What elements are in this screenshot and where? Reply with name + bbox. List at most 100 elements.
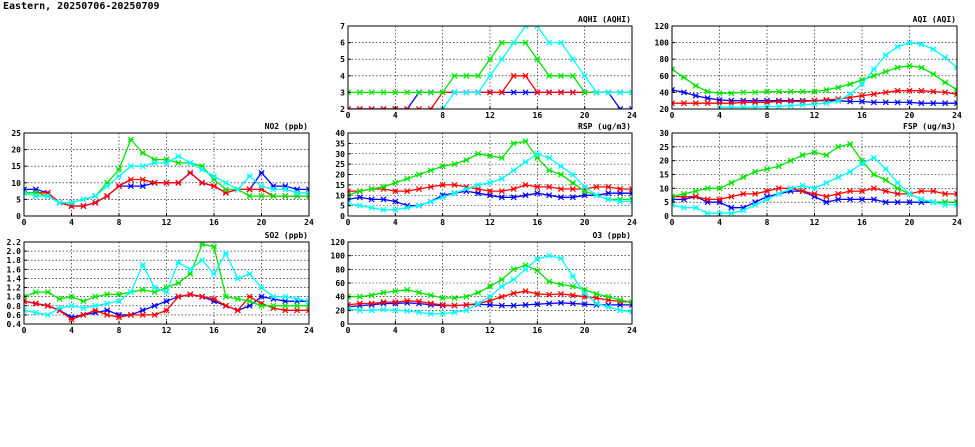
- data-point-green: [918, 64, 925, 71]
- data-point-cyan: [199, 257, 206, 264]
- data-point-green: [823, 86, 830, 93]
- data-point-green: [294, 302, 301, 309]
- data-point-cyan: [294, 189, 301, 196]
- x-tick-label: 24: [952, 111, 962, 120]
- point-mark-b: [672, 86, 676, 91]
- data-point-cyan: [427, 198, 434, 205]
- x-tick-label: 16: [533, 111, 543, 120]
- data-point-green: [222, 186, 229, 193]
- data-point-green: [199, 242, 206, 248]
- data-point-red: [534, 290, 541, 297]
- data-point-blue: [918, 100, 925, 107]
- data-point-blue: [692, 92, 699, 99]
- data-point-blue: [672, 86, 676, 93]
- x-tick-label: 12: [810, 218, 820, 227]
- data-point-cyan: [80, 196, 87, 203]
- data-point-cyan: [68, 302, 75, 309]
- data-point-red: [775, 98, 782, 105]
- data-point-green: [404, 286, 411, 293]
- point-mark-a: [415, 105, 420, 109]
- data-point-cyan: [234, 186, 241, 193]
- data-point-blue: [282, 298, 289, 305]
- point-mark-b: [24, 298, 28, 303]
- data-point-green: [439, 163, 446, 170]
- data-point-cyan: [258, 183, 265, 190]
- data-point-green: [882, 177, 889, 184]
- data-point-cyan: [953, 64, 957, 71]
- data-point-red: [246, 293, 253, 300]
- data-point-cyan: [404, 307, 411, 315]
- series-group: [348, 138, 632, 213]
- data-point-red: [605, 183, 612, 190]
- point-mark-a: [953, 201, 957, 206]
- data-point-cyan: [787, 102, 794, 109]
- data-point-green: [716, 185, 723, 192]
- data-point-cyan: [581, 290, 588, 297]
- data-point-blue: [870, 196, 877, 203]
- data-point-red: [415, 298, 423, 305]
- data-point-cyan: [380, 306, 387, 313]
- data-point-cyan: [799, 101, 806, 108]
- y-tick-label: 60: [659, 72, 669, 81]
- point-mark-a: [628, 89, 632, 94]
- data-point-blue: [163, 298, 170, 305]
- data-point-green: [258, 302, 265, 309]
- data-point-cyan: [557, 39, 565, 46]
- x-tick-label: 20: [580, 111, 590, 120]
- point-mark-b: [418, 105, 423, 109]
- data-point-red: [439, 301, 446, 308]
- data-point-cyan: [246, 270, 253, 277]
- y-tick-label: 5: [340, 55, 345, 64]
- data-point-blue: [680, 89, 687, 96]
- data-point-green: [475, 72, 482, 79]
- data-point-green: [870, 171, 877, 178]
- data-point-cyan: [368, 307, 375, 314]
- data-point-cyan: [404, 204, 411, 211]
- data-point-green: [451, 161, 458, 168]
- y-tick-label: 35: [335, 139, 345, 148]
- data-point-cyan: [605, 89, 612, 96]
- y-tick-label: 10: [335, 191, 345, 200]
- data-point-blue: [498, 302, 505, 309]
- data-point-cyan: [581, 72, 588, 79]
- data-point-red: [870, 91, 877, 98]
- data-point-red: [546, 183, 553, 190]
- data-point-green: [692, 82, 699, 89]
- y-tick-label: 1.8: [7, 256, 22, 265]
- data-point-cyan: [199, 166, 206, 173]
- data-point-red: [847, 188, 854, 195]
- data-point-cyan: [415, 309, 423, 316]
- point-mark-a: [628, 198, 632, 203]
- data-point-cyan: [380, 206, 387, 213]
- data-point-red: [763, 188, 771, 195]
- chart-title: AQI (AQI): [913, 15, 956, 24]
- data-point-cyan: [918, 41, 925, 48]
- data-point-cyan: [415, 202, 423, 209]
- data-point-cyan: [187, 159, 194, 166]
- data-point-red: [415, 105, 423, 109]
- point-mark-a: [617, 105, 622, 109]
- data-point-cyan: [24, 189, 28, 196]
- data-point-blue: [246, 302, 253, 309]
- data-point-cyan: [210, 173, 218, 180]
- data-point-green: [115, 291, 123, 298]
- x-tick-label: 8: [117, 218, 122, 227]
- data-point-red: [139, 311, 146, 318]
- point-mark-b: [406, 105, 411, 109]
- y-tick-label: 0: [340, 320, 345, 329]
- point-mark-b: [348, 89, 352, 94]
- y-tick-label: 4: [340, 72, 345, 81]
- data-point-green: [510, 140, 517, 147]
- data-point-green: [115, 166, 123, 173]
- x-tick-label: 4: [393, 218, 398, 227]
- data-point-green: [368, 89, 375, 96]
- data-point-cyan: [151, 159, 158, 166]
- data-point-cyan: [617, 198, 624, 205]
- data-point-green: [930, 71, 937, 78]
- y-tick-label: 10: [11, 179, 21, 188]
- data-point-cyan: [672, 201, 676, 208]
- y-tick-label: 15: [11, 162, 21, 171]
- data-point-blue: [510, 194, 517, 201]
- data-point-cyan: [882, 52, 889, 59]
